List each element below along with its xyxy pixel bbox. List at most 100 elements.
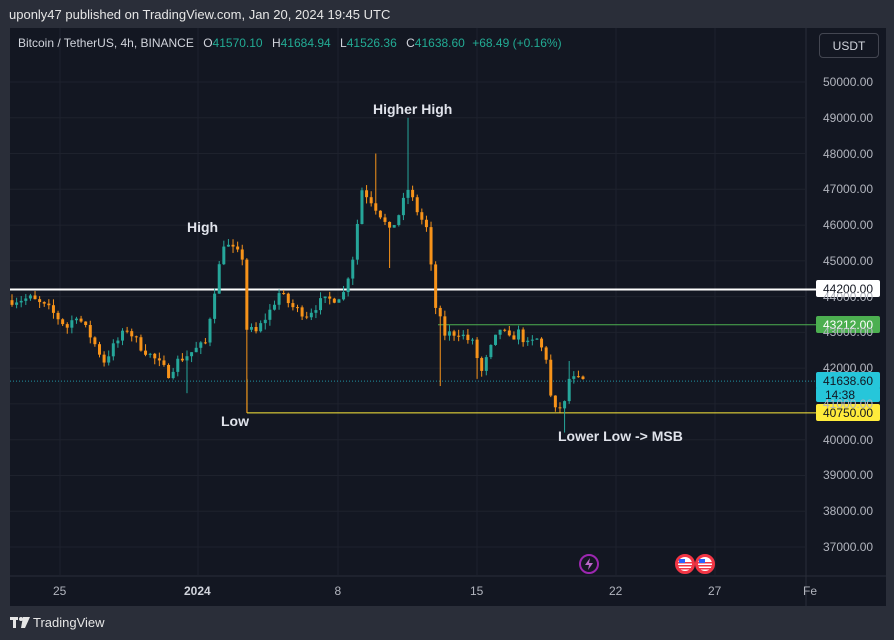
candle-body [208, 318, 212, 343]
annotation-higher-high: Higher High [373, 101, 453, 117]
annotation-lower-low: Lower Low -> MSB [558, 428, 683, 444]
price-tag-current: 41638.60 [816, 372, 880, 389]
dividends-lightning-icon[interactable] [579, 554, 599, 574]
candle-body [102, 354, 106, 363]
candle-body [319, 298, 323, 311]
change-value: +68.49 (+0.16%) [472, 36, 562, 50]
candle-body [457, 335, 461, 337]
time-tick-label: 25 [53, 584, 67, 598]
candle-body [563, 401, 567, 409]
candle-body [388, 221, 392, 228]
chart-pane[interactable] [10, 28, 886, 606]
candle-body [84, 321, 88, 326]
candle-body [466, 334, 470, 341]
candle-body [378, 210, 382, 218]
price-tick-label: 50000.00 [823, 75, 874, 89]
candle-body [369, 197, 373, 204]
candle-body [217, 264, 221, 294]
candle-body [199, 342, 203, 348]
candle-body [581, 376, 585, 379]
candle-body [185, 356, 189, 361]
candle-body [314, 310, 318, 313]
price-tick-label: 41000.00 [823, 396, 874, 411]
candle-body [282, 293, 286, 295]
candle-body [461, 334, 465, 337]
candle-body [447, 331, 451, 336]
open-value: 41570.10 [212, 36, 263, 50]
annotation-high: High [187, 219, 219, 235]
candle-body [19, 300, 23, 303]
candle-body [374, 203, 378, 211]
price-tag-countdown: 14:38 [816, 387, 880, 402]
candle-body [38, 299, 42, 303]
currency-button[interactable]: USDT [819, 33, 879, 58]
candle-body [406, 189, 410, 198]
candle-body [180, 358, 184, 361]
candle-body [153, 353, 157, 359]
candle-body [526, 340, 530, 343]
time-tick-label: 8 [334, 584, 342, 598]
annotation-low: Low [221, 413, 249, 429]
candle-body [121, 330, 125, 341]
candle-body [176, 358, 180, 372]
candle-body [203, 342, 207, 344]
candle-body [171, 371, 175, 379]
candle-body [392, 225, 396, 228]
candle-body [411, 189, 415, 198]
candle-body [245, 259, 249, 330]
candle-body [10, 300, 14, 305]
time-tick-label: 2024 [184, 584, 211, 598]
candle-body [415, 197, 419, 213]
candle-body [572, 376, 576, 379]
candle-body [535, 338, 539, 340]
price-tag-yellow-level: 40750.00 [816, 404, 880, 421]
candle-body [397, 215, 401, 226]
candle-body [553, 395, 557, 408]
candle-body [236, 246, 240, 250]
price-chart[interactable] [10, 28, 886, 606]
price-tick-label: 44000.00 [823, 289, 874, 304]
candle-body [79, 318, 83, 322]
candle-body [401, 197, 405, 216]
published-text: uponly47 published on TradingView.com, J… [9, 7, 391, 22]
candle-body [484, 357, 488, 371]
candle-body [291, 303, 295, 308]
candle-body [272, 304, 276, 310]
candle-body [162, 360, 166, 365]
candle-body [494, 334, 498, 345]
candle-body [305, 316, 309, 318]
candle-body [148, 353, 152, 355]
symbol-title: Bitcoin / TetherUS, 4h, BINANCE [18, 36, 194, 50]
candle-body [116, 340, 120, 344]
price-tag-green-level: 43212.00 [816, 316, 880, 333]
candle-body [88, 325, 92, 338]
candle-body [503, 329, 507, 331]
candle-body [383, 217, 387, 222]
candle-body [517, 329, 521, 340]
candle-body [475, 339, 479, 359]
candle-body [167, 364, 171, 379]
candle-body [470, 339, 474, 341]
candle-body [190, 352, 194, 357]
economic-event-us-flag-icon-2[interactable] [695, 554, 715, 574]
candle-body [15, 302, 19, 305]
candle-body [296, 307, 299, 309]
candle-body [576, 376, 580, 378]
candle-body [544, 347, 548, 360]
close-key: C [406, 36, 415, 50]
close-value: 41638.60 [414, 36, 465, 50]
candle-body [226, 244, 230, 247]
candle-body [434, 264, 438, 308]
footer-brand[interactable]: TradingView [33, 615, 105, 630]
price-tick-label: 39000.00 [823, 468, 874, 483]
candle-body [420, 212, 424, 220]
candle-body [157, 358, 161, 361]
candle-body [323, 296, 327, 299]
high-value: 41684.94 [280, 36, 331, 50]
candle-body [332, 298, 336, 303]
publish-bar: uponly47 published on TradingView.com, J… [0, 0, 894, 28]
economic-event-us-flag-icon[interactable] [675, 554, 695, 574]
candle-body [74, 318, 78, 321]
price-tick-label: 37000.00 [823, 540, 874, 554]
price-tick-label: 42000.00 [823, 361, 874, 376]
